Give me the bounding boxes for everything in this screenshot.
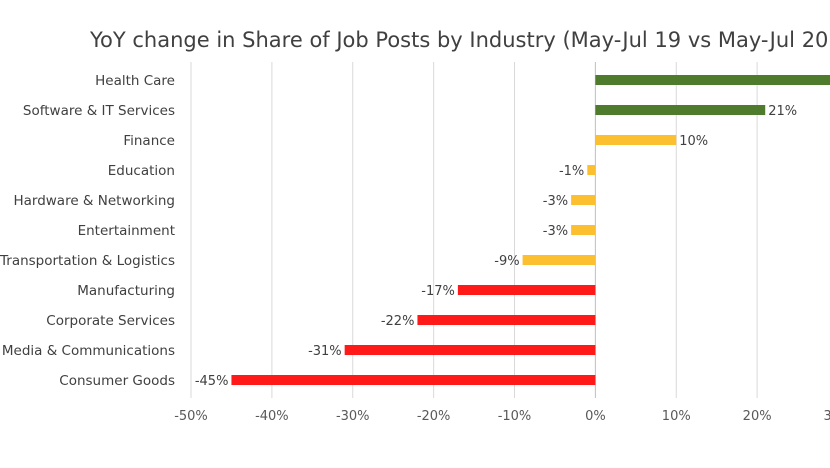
category-label: Transportation & Logistics	[0, 253, 175, 269]
x-tick-label: -40%	[255, 409, 289, 424]
data-label: -22%	[381, 314, 415, 329]
bar	[595, 135, 677, 145]
category-label: Corporate Services	[46, 313, 175, 329]
data-label: -45%	[195, 374, 229, 389]
data-label: -1%	[559, 164, 584, 179]
data-label: -31%	[308, 344, 342, 359]
x-tick-label: 20%	[743, 409, 772, 424]
data-label: -17%	[421, 284, 455, 299]
data-label: 10%	[679, 134, 708, 149]
data-label: -3%	[543, 224, 568, 239]
x-tick-label: 30%	[824, 409, 830, 424]
x-tick-label: 10%	[662, 409, 691, 424]
data-label: -9%	[494, 254, 519, 269]
category-label: Education	[108, 163, 175, 179]
x-tick-label: -10%	[498, 409, 532, 424]
category-label: Media & Communications	[2, 343, 175, 359]
bar	[231, 375, 596, 385]
category-label: Entertainment	[78, 223, 175, 239]
bar	[417, 315, 596, 325]
category-label: Manufacturing	[77, 283, 175, 299]
category-label: Consumer Goods	[59, 373, 175, 389]
data-label: -3%	[543, 194, 568, 209]
bar	[571, 195, 596, 205]
bar	[457, 285, 596, 295]
category-label: Software & IT Services	[23, 103, 175, 119]
category-label: Hardware & Networking	[13, 193, 175, 209]
bar	[595, 105, 766, 115]
x-tick-label: 0%	[585, 409, 606, 424]
bar	[595, 75, 830, 85]
bar	[522, 255, 596, 265]
data-label: 21%	[768, 104, 797, 119]
bar	[571, 225, 596, 235]
x-tick-label: -50%	[174, 409, 208, 424]
bar	[344, 345, 596, 355]
category-label: Finance	[123, 133, 175, 149]
bar	[587, 165, 596, 175]
x-tick-label: -30%	[336, 409, 370, 424]
chart-title: YoY change in Share of Job Posts by Indu…	[90, 28, 830, 52]
x-tick-label: -20%	[417, 409, 451, 424]
category-label: Health Care	[95, 73, 175, 89]
